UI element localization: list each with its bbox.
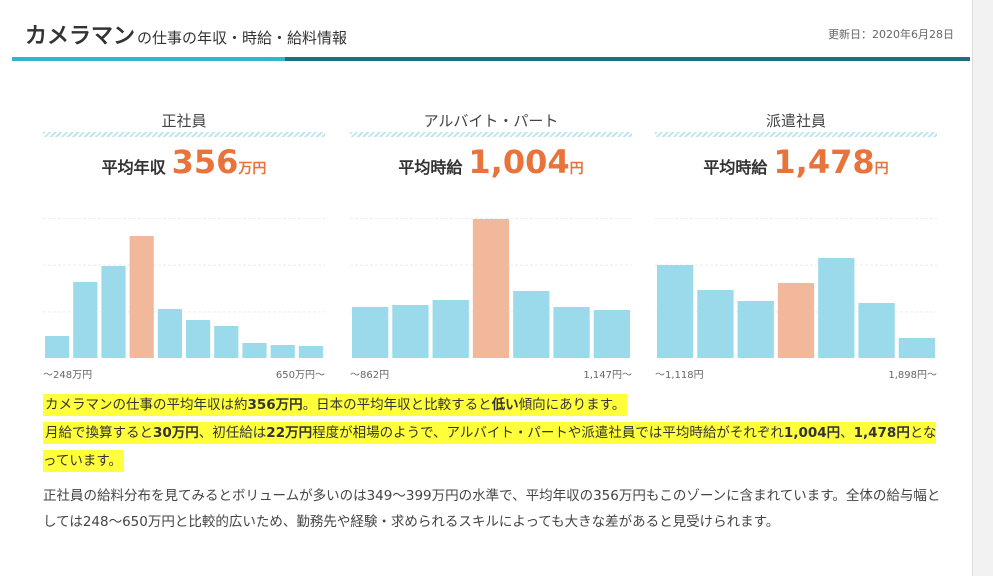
bar	[737, 301, 774, 358]
bar	[392, 305, 429, 358]
rule-accent	[12, 57, 285, 61]
range-max: 1,898円～	[888, 370, 937, 381]
summary-text: となっています。	[43, 425, 937, 469]
bar	[777, 283, 815, 358]
average: 平均時給 1,004円	[350, 143, 632, 181]
stripe	[655, 132, 937, 137]
stripe	[43, 132, 325, 137]
highlight-line: 月給で換算すると30万円、初任給は22万円程度が相場のようで、アルバイト・パート…	[43, 422, 937, 472]
subtitle: の仕事の年収・時給・給料情報	[137, 29, 348, 47]
average-value: 356	[171, 143, 239, 181]
bar	[593, 310, 630, 358]
panel-title: 派遣社員	[765, 112, 826, 130]
average-label: 平均時給	[703, 158, 768, 177]
range: ～248万円 650万円～	[43, 366, 325, 381]
bar	[298, 346, 323, 358]
bar	[697, 290, 734, 358]
range-min: ～248万円	[43, 370, 93, 381]
summary: カメラマンの仕事の平均年収は約356万円。日本の平均年収と比較すると低い傾向にあ…	[43, 391, 943, 475]
average-label: 平均時給	[398, 158, 463, 177]
summary-text: 、	[840, 425, 854, 441]
bar	[657, 265, 694, 358]
updated-date: 更新日：2020年6月28日	[828, 28, 954, 41]
range-max: 650万円～	[275, 370, 325, 381]
bar	[157, 309, 182, 358]
summary-text: 程度が相場のようで、アルバイト・パートや派遣社員では平均時給がそれぞれ	[312, 425, 784, 441]
bar	[818, 258, 855, 358]
bar	[186, 320, 211, 358]
bar	[73, 282, 98, 358]
panel-title: 正社員	[161, 112, 207, 130]
bar	[45, 336, 70, 358]
summary-text: 月給で換算すると	[45, 425, 153, 441]
average-label: 平均年収	[101, 158, 166, 177]
bar	[242, 343, 267, 358]
range-max: 1,147円～	[583, 370, 632, 381]
bar	[270, 345, 295, 358]
average-value: 1,478	[773, 143, 875, 181]
summary-text: 傾向にあります。	[518, 397, 626, 413]
range: ～1,118円 1,898円～	[655, 366, 937, 381]
card: カメラマン の仕事の年収・時給・給料情報 更新日：2020年6月28日 正社員平均…	[0, 0, 973, 576]
header-rule	[12, 57, 970, 61]
summary-text: 1,004円	[783, 425, 841, 441]
header-title: カメラマン の仕事の年収・時給・給料情報	[25, 18, 347, 50]
summary-text: 低い	[491, 397, 519, 413]
summary-text: カメラマンの仕事の平均年収は約	[45, 397, 248, 413]
panel: 正社員平均年収 356万円 ～248万円 650万円～	[43, 110, 325, 381]
bar	[101, 266, 126, 358]
summary-text: 、初任給は	[198, 425, 267, 441]
average-unit: 万円	[238, 161, 267, 177]
bar	[214, 326, 239, 358]
stripe	[350, 132, 632, 137]
average: 平均時給 1,478円	[655, 143, 937, 181]
average-unit: 円	[569, 161, 584, 177]
range-min: ～862円	[350, 370, 390, 381]
average-value: 1,004	[468, 143, 570, 181]
bar	[858, 303, 895, 358]
summary-text: 1,478円	[853, 425, 910, 441]
panel: 派遣社員平均時給 1,478円 ～1,118円 1,898円～	[655, 110, 937, 381]
panel-title: アルバイト・パート	[423, 112, 559, 130]
title: カメラマン	[25, 24, 136, 49]
range-min: ～1,118円	[655, 370, 704, 381]
histogram	[43, 218, 325, 358]
bar	[432, 300, 469, 358]
panel: アルバイト・パート平均時給 1,004円 ～862円 1,147円～	[350, 110, 632, 381]
summary-text: 22万円	[266, 425, 313, 441]
bar	[513, 291, 550, 358]
highlight-line: カメラマンの仕事の平均年収は約356万円。日本の平均年収と比較すると低い傾向にあ…	[43, 394, 628, 416]
detail: 正社員の給料分布を見てみるとボリュームが多いのは349～399万円の水準で、平均…	[43, 488, 941, 530]
bar	[472, 219, 510, 358]
bar	[129, 236, 154, 358]
range: ～862円 1,147円～	[350, 366, 632, 381]
average-unit: 円	[874, 161, 889, 177]
bar	[352, 307, 389, 358]
summary-text: 30万円	[153, 425, 199, 441]
average: 平均年収 356万円	[43, 143, 325, 181]
summary-text: 。日本の平均年収と比較すると	[302, 397, 492, 413]
summary-text: 356万円	[247, 397, 303, 413]
histogram	[655, 218, 937, 358]
bar	[553, 307, 590, 358]
histogram	[350, 218, 632, 358]
bar	[898, 338, 935, 358]
